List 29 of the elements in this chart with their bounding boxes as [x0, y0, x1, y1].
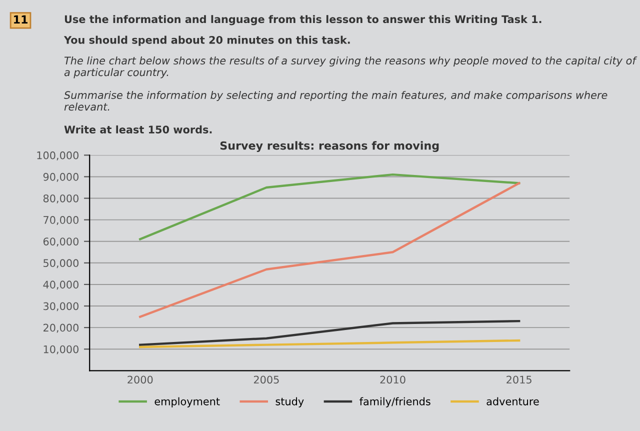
text: 11: [14, 15, 28, 24]
legend-label: adventure: [486, 397, 539, 406]
y-tick-label: 50,000: [44, 259, 78, 268]
x-tick-label: 2005: [254, 376, 279, 384]
y-tick-label: 20,000: [44, 324, 78, 333]
line-series: [139, 339, 520, 348]
y-tick-label: 100,000: [37, 151, 78, 160]
y-tick-label: 30,000: [44, 302, 78, 312]
legend-label: employment: [154, 397, 220, 408]
text: Write at least 150 words.: [64, 125, 212, 134]
line-series: [139, 182, 520, 318]
legend-label: family/friends: [360, 397, 430, 408]
y-tick-label: 40,000: [43, 280, 78, 290]
text: You should spend about 20 minutes on this task.: [64, 36, 350, 46]
y-tick-label: 80,000: [43, 194, 78, 204]
text: The line chart below shows the results of a survey giving the reasons why people moved to the capital city of a particular country.: [64, 56, 638, 78]
x-tick-label: 2010: [380, 376, 406, 384]
y-tick-label: 10,000: [44, 345, 78, 354]
x-tick-label: 2015: [506, 376, 532, 384]
x-tick-label: 2000: [128, 376, 153, 384]
y-tick-label: 70,000: [44, 216, 78, 225]
line-series: [139, 320, 520, 346]
y-tick-label: 60,000: [43, 238, 78, 247]
line-series: [139, 173, 520, 240]
text: Use the information and language from this lesson to answer this Writing Task 1.: [64, 15, 542, 26]
legend-label: study: [276, 397, 304, 408]
chart-title: Survey results: reasons for moving: [220, 141, 439, 152]
y-tick-label: 90,000: [43, 172, 78, 182]
text: Summarise the information by selecting and reporting the main features, and make comparisons where relevant.: [64, 90, 608, 111]
